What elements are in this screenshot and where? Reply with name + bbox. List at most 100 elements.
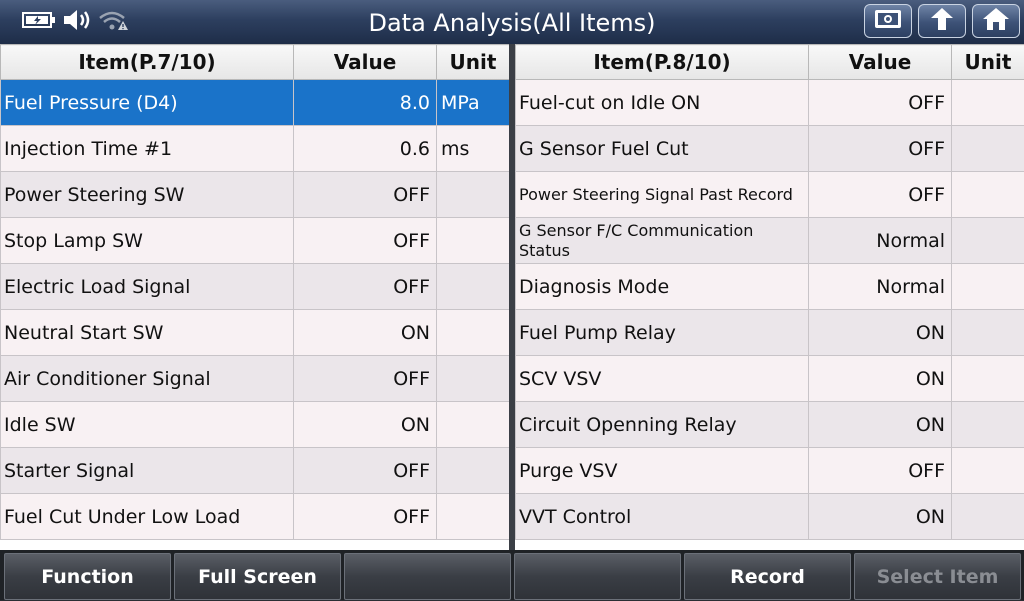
item-name: Purge VSV (516, 448, 809, 494)
item-name: Circuit Openning Relay (516, 402, 809, 448)
item-unit (437, 218, 510, 264)
item-value: Normal (809, 218, 952, 264)
column-header-unit[interactable]: Unit (437, 45, 510, 80)
item-value: ON (809, 494, 952, 540)
item-name: Injection Time #1 (1, 126, 294, 172)
item-value: OFF (294, 494, 437, 540)
item-name: Neutral Start SW (1, 310, 294, 356)
table-row[interactable]: VVT Control ON (516, 494, 1024, 540)
table-row[interactable]: Fuel-cut on Idle ON OFF (516, 80, 1024, 126)
item-value: OFF (294, 448, 437, 494)
left-data-table: Item(P.7/10) Value Unit Fuel Pressure (D… (0, 44, 510, 540)
item-name: G Sensor F/C Communication Status (516, 218, 809, 264)
item-name: SCV VSV (516, 356, 809, 402)
item-unit (437, 172, 510, 218)
table-row[interactable]: SCV VSV ON (516, 356, 1024, 402)
table-row[interactable]: Fuel Pressure (D4) 8.0 MPa (1, 80, 510, 126)
item-value: OFF (809, 126, 952, 172)
item-unit (952, 264, 1024, 310)
screenshot-icon (873, 7, 903, 35)
item-unit (952, 402, 1024, 448)
item-unit: ms (437, 126, 510, 172)
back-icon (927, 6, 957, 36)
empty-button-4[interactable] (514, 553, 681, 600)
item-unit (952, 172, 1024, 218)
item-unit (952, 356, 1024, 402)
item-unit (952, 310, 1024, 356)
item-unit (952, 126, 1024, 172)
record-button[interactable]: Record (684, 553, 851, 600)
item-value: OFF (294, 218, 437, 264)
item-value: 8.0 (294, 80, 437, 126)
table-row[interactable]: Fuel Pump Relay ON (516, 310, 1024, 356)
table-row[interactable]: Power Steering SW OFF (1, 172, 510, 218)
item-unit (437, 494, 510, 540)
item-name: Fuel-cut on Idle ON (516, 80, 809, 126)
column-header-value[interactable]: Value (809, 45, 952, 80)
item-unit (952, 218, 1024, 264)
item-unit (952, 448, 1024, 494)
full-screen-button[interactable]: Full Screen (174, 553, 341, 600)
table-row[interactable]: Diagnosis Mode Normal (516, 264, 1024, 310)
home-icon (981, 6, 1011, 36)
item-value: OFF (809, 448, 952, 494)
table-header: Item(P.8/10) Value Unit (516, 45, 1024, 80)
item-name: Starter Signal (1, 448, 294, 494)
table-row[interactable]: Neutral Start SW ON (1, 310, 510, 356)
item-unit (952, 80, 1024, 126)
column-header-value[interactable]: Value (294, 45, 437, 80)
item-unit (437, 264, 510, 310)
item-value: OFF (809, 172, 952, 218)
select-item-button[interactable]: Select Item (854, 553, 1021, 600)
item-name: Electric Load Signal (1, 264, 294, 310)
right-data-table: Item(P.8/10) Value Unit Fuel-cut on Idle… (515, 44, 1024, 540)
table-row[interactable]: Fuel Cut Under Low Load OFF (1, 494, 510, 540)
top-bar: Data Analysis(All Items) (0, 0, 1024, 45)
table-row[interactable]: G Sensor Fuel Cut OFF (516, 126, 1024, 172)
table-row[interactable]: Idle SW ON (1, 402, 510, 448)
table-row[interactable]: Stop Lamp SW OFF (1, 218, 510, 264)
item-name: Air Conditioner Signal (1, 356, 294, 402)
item-name: Stop Lamp SW (1, 218, 294, 264)
item-value: ON (294, 310, 437, 356)
column-header-unit[interactable]: Unit (952, 45, 1024, 80)
item-unit (437, 448, 510, 494)
item-name: Diagnosis Mode (516, 264, 809, 310)
item-name: Power Steering SW (1, 172, 294, 218)
item-name: Power Steering Signal Past Record (516, 172, 809, 218)
item-value: ON (809, 356, 952, 402)
table-row[interactable]: Injection Time #1 0.6 ms (1, 126, 510, 172)
item-value: 0.6 (294, 126, 437, 172)
item-name: G Sensor Fuel Cut (516, 126, 809, 172)
right-data-table-panel: Item(P.8/10) Value Unit Fuel-cut on Idle… (515, 44, 1024, 550)
table-row[interactable]: G Sensor F/C Communication Status Normal (516, 218, 1024, 264)
empty-button-3[interactable] (344, 553, 511, 600)
item-value: OFF (809, 80, 952, 126)
item-value: OFF (294, 264, 437, 310)
item-unit (952, 494, 1024, 540)
item-unit: MPa (437, 80, 510, 126)
item-name: Fuel Pressure (D4) (1, 80, 294, 126)
function-button[interactable]: Function (4, 553, 171, 600)
table-row[interactable]: Starter Signal OFF (1, 448, 510, 494)
back-button[interactable] (918, 4, 966, 38)
screenshot-button[interactable] (864, 4, 912, 38)
home-button[interactable] (972, 4, 1020, 38)
table-row[interactable]: Circuit Openning Relay ON (516, 402, 1024, 448)
item-value: OFF (294, 356, 437, 402)
table-row[interactable]: Electric Load Signal OFF (1, 264, 510, 310)
table-header: Item(P.7/10) Value Unit (1, 45, 510, 80)
item-unit (437, 356, 510, 402)
item-value: ON (809, 310, 952, 356)
table-row[interactable]: Air Conditioner Signal OFF (1, 356, 510, 402)
table-row[interactable]: Power Steering Signal Past Record OFF (516, 172, 1024, 218)
item-unit (437, 402, 510, 448)
column-header-item[interactable]: Item(P.7/10) (1, 45, 294, 80)
table-row[interactable]: Purge VSV OFF (516, 448, 1024, 494)
item-name: Fuel Pump Relay (516, 310, 809, 356)
column-header-item[interactable]: Item(P.8/10) (516, 45, 809, 80)
item-unit (437, 310, 510, 356)
item-value: ON (294, 402, 437, 448)
item-value: Normal (809, 264, 952, 310)
left-data-table-panel: Item(P.7/10) Value Unit Fuel Pressure (D… (0, 44, 509, 550)
